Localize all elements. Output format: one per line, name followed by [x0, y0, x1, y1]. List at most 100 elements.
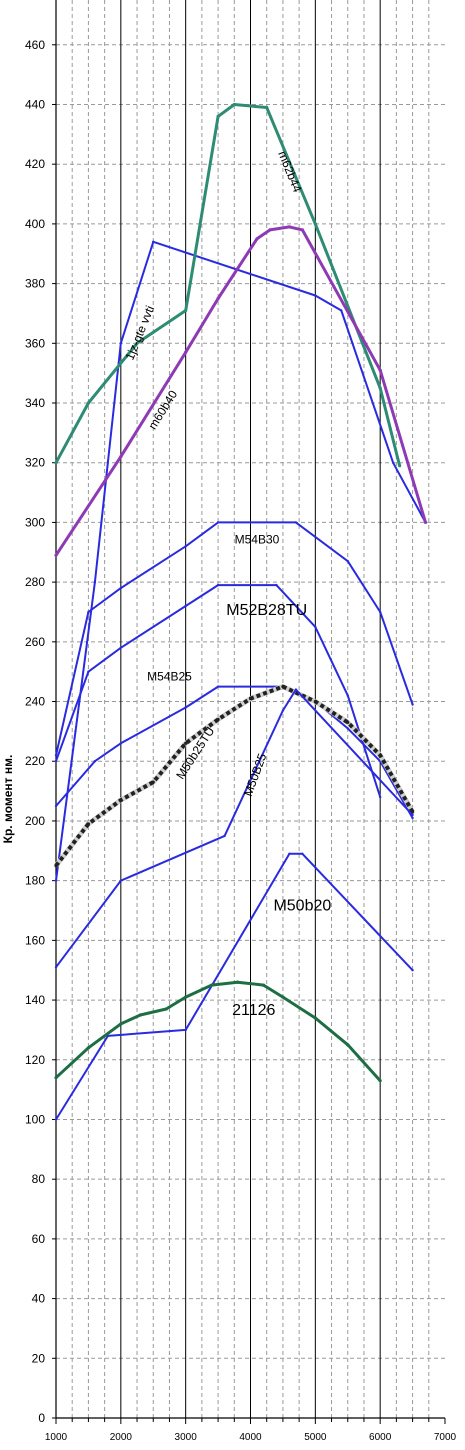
data-point — [184, 995, 188, 999]
series-line — [55, 688, 414, 968]
data-point — [313, 1016, 317, 1020]
data-point — [184, 1028, 187, 1032]
data-point — [346, 560, 349, 563]
data-point — [288, 852, 291, 855]
data-point — [119, 1022, 123, 1026]
data-point — [54, 966, 58, 969]
x-tick-label: 7000 — [434, 1432, 457, 1443]
data-point — [232, 102, 236, 107]
y-tick-label: 440 — [25, 97, 45, 111]
data-point — [261, 983, 266, 987]
series-line — [54, 684, 415, 867]
data-point — [93, 580, 97, 584]
data-point — [54, 754, 58, 757]
data-point — [346, 1043, 350, 1047]
data-point — [119, 879, 123, 882]
data-point — [87, 610, 90, 614]
data-point — [275, 583, 278, 587]
data-point — [216, 717, 220, 722]
data-point — [184, 308, 188, 313]
y-tick-label: 400 — [25, 217, 45, 231]
y-tick-label: 0 — [38, 1411, 45, 1425]
data-point — [86, 1046, 91, 1050]
y-tick-label: 220 — [25, 754, 45, 768]
data-point — [184, 604, 187, 608]
data-point — [235, 980, 240, 984]
data-point — [411, 816, 414, 820]
data-point — [119, 342, 123, 345]
data-point — [423, 520, 428, 525]
data-point — [411, 813, 414, 817]
series-line — [54, 103, 402, 467]
data-point — [391, 461, 395, 464]
series-line — [54, 225, 427, 557]
series-label: 21126 — [232, 1002, 275, 1019]
y-tick-label: 240 — [25, 695, 45, 709]
y-tick-label: 180 — [25, 874, 45, 888]
y-tick-label: 100 — [25, 1112, 45, 1126]
data-point — [378, 610, 382, 614]
data-point — [216, 685, 220, 688]
data-point — [301, 852, 304, 855]
x-tick-label: 3000 — [175, 1432, 198, 1443]
data-point — [184, 350, 188, 354]
data-point — [54, 879, 58, 882]
data-point — [86, 401, 91, 405]
data-point — [54, 1118, 58, 1121]
data-point — [119, 586, 123, 590]
data-point — [268, 228, 272, 232]
data-point — [54, 553, 58, 557]
y-tick-label: 40 — [32, 1292, 46, 1306]
data-point — [152, 240, 155, 244]
data-point — [281, 685, 285, 689]
x-tick-label: 2000 — [110, 1432, 133, 1443]
y-tick-label: 380 — [25, 277, 45, 291]
x-tick-label: 6000 — [369, 1432, 392, 1443]
data-point — [119, 742, 123, 745]
data-point — [119, 455, 123, 459]
data-point — [223, 834, 226, 838]
data-point — [411, 969, 414, 972]
data-point — [54, 864, 58, 868]
data-point — [287, 225, 291, 229]
data-point — [164, 1007, 168, 1011]
x-tick-label: 5000 — [304, 1432, 327, 1443]
data-point — [135, 341, 139, 345]
data-point — [300, 228, 304, 232]
data-point — [210, 983, 214, 987]
data-point — [313, 699, 317, 704]
x-tick-label: 4000 — [239, 1432, 262, 1443]
data-point — [54, 1076, 58, 1080]
y-tick-label: 20 — [32, 1351, 46, 1365]
data-point — [294, 521, 298, 524]
series-label: M54B30 — [235, 532, 280, 546]
data-point — [248, 696, 253, 701]
y-tick-label: 120 — [25, 1053, 45, 1067]
y-tick-label: 80 — [32, 1172, 46, 1186]
data-point — [216, 521, 220, 524]
axes: 1000 2000 3000 4000 5000 6000 7000 0 20 40 60 80 100… — [25, 0, 457, 1443]
data-point — [313, 222, 317, 226]
data-point — [378, 1079, 382, 1083]
series-label: M52B28TU — [226, 602, 307, 619]
y-tick-label: 360 — [25, 336, 45, 350]
data-point — [216, 114, 220, 119]
y-tick-label: 140 — [25, 993, 45, 1007]
data-point — [340, 309, 343, 312]
y-tick-label: 460 — [25, 38, 45, 52]
data-point — [86, 822, 91, 826]
data-point — [184, 706, 187, 709]
data-point — [74, 730, 77, 733]
series-line — [55, 685, 414, 819]
data-point — [314, 294, 317, 297]
data-point — [265, 105, 269, 110]
y-tick-label: 60 — [32, 1232, 46, 1246]
series-label: M50b20 — [273, 898, 331, 915]
data-point — [378, 386, 382, 390]
y-tick-label: 280 — [25, 575, 45, 589]
data-point — [151, 780, 155, 784]
series-label: M54B25 — [147, 670, 192, 684]
